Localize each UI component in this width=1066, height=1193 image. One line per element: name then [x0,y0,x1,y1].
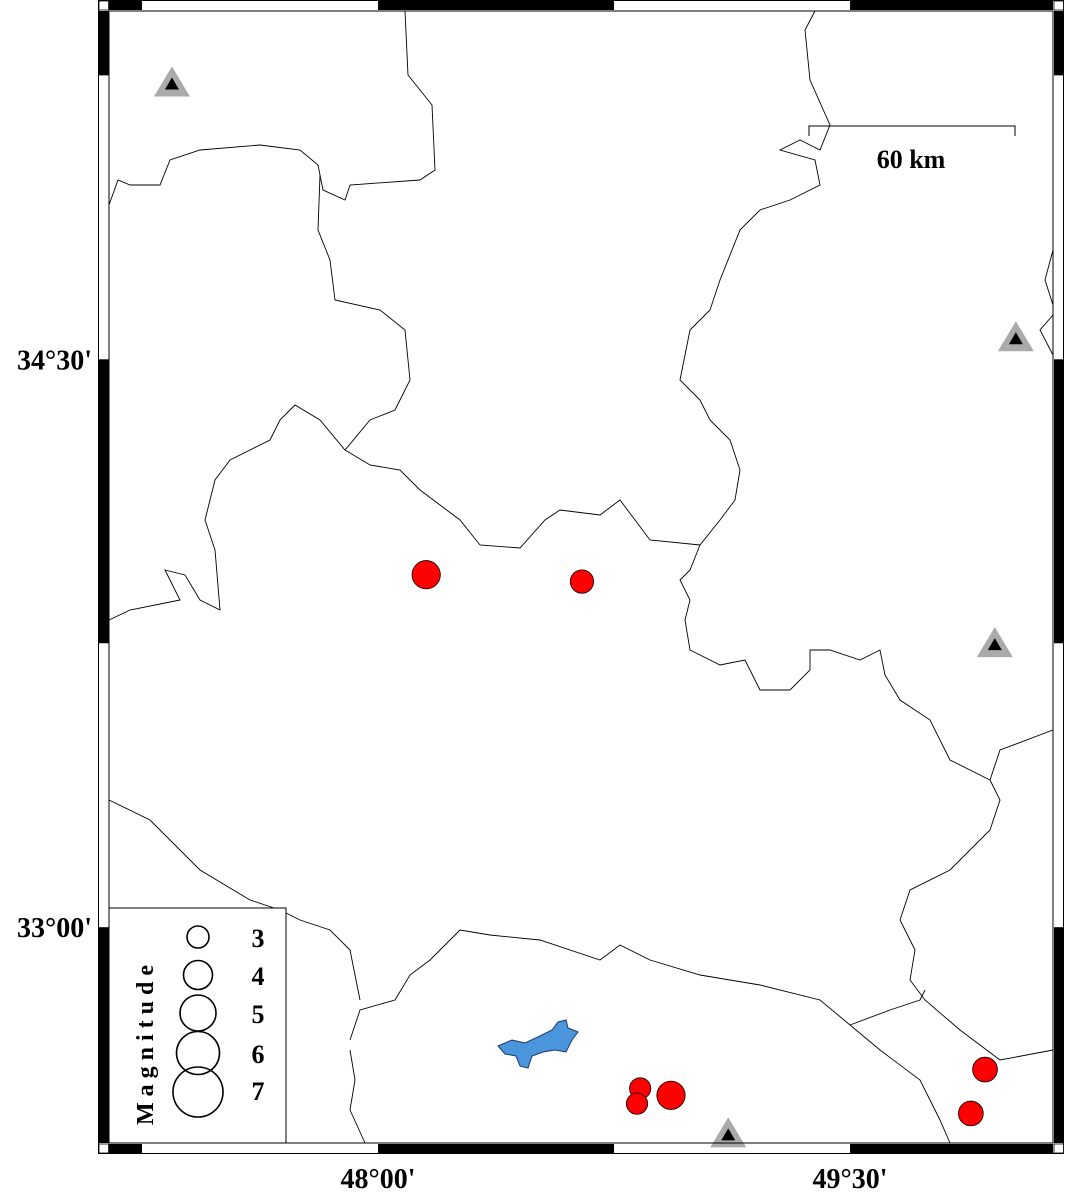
seismic-station [153,66,190,97]
stations-layer [153,66,1034,1148]
earthquake-event [958,1100,984,1127]
earthquake-event [972,1056,998,1083]
border-line [899,779,1054,1061]
frame-segment [99,11,109,76]
scale-bar-label: 60 km [877,145,946,174]
frame-segment [99,927,109,1143]
lat-tick-label: 34°30' [17,345,92,376]
lon-tick-label: 49°30' [813,1164,888,1193]
lake [497,1019,579,1069]
legend-label: 3 [252,924,265,953]
station-core-icon [987,638,1002,651]
station-core-icon [164,77,179,90]
coastline [349,929,951,1144]
magnitude-legend: Magnitude 3 4 5 6 7 [108,907,287,1144]
tick-labels: 48°00' 49°30' 34°30' 33°00' [17,345,888,1193]
legend-circle-icon [182,959,214,991]
frame-segment [850,1144,1053,1153]
legend-item: 7 [172,1066,265,1118]
border-line [1044,249,1054,306]
seismic-station [710,1117,747,1148]
legend-label: 5 [252,1000,265,1029]
frame-segment [850,1,1053,10]
earthquake-event [656,1080,686,1110]
legend-item: 4 [182,959,265,991]
earthquake-event [625,1092,649,1115]
province-borders [108,10,1054,1144]
legend-label: 4 [252,962,265,991]
legend-label: 6 [252,1040,265,1069]
legend-box [108,907,287,1144]
events-layer [411,560,998,1127]
border-line [108,10,436,206]
frame-segment [109,1144,143,1153]
legend-circle-icon [172,1066,224,1118]
seismic-station [997,321,1034,352]
lat-tick-label: 33°00' [17,913,92,944]
lon-tick-label: 48°00' [341,1164,416,1193]
border-line [679,544,1054,781]
frame-segment [109,1,143,10]
border-line [344,10,831,549]
scale-bar: 60 km [808,125,1016,174]
legend-circle-icon [186,925,210,949]
frame-segment [1054,11,1064,76]
legend-item: 6 [175,1030,265,1076]
border-line [108,174,411,621]
legend-label: 7 [252,1077,265,1106]
border-line [1039,314,1054,356]
legend-item: 3 [186,924,265,953]
scale-bar-line [808,125,1016,136]
frame-segment [1054,359,1064,644]
legend-circle-icon [175,1030,221,1076]
earthquake-event [569,569,595,594]
station-core-icon [721,1128,736,1141]
border-line [849,989,926,1026]
earthquake-event [411,560,441,590]
seismic-station [976,627,1013,658]
frame-segment [1054,927,1064,1143]
border-line [349,1049,366,1144]
frame-segment [99,359,109,644]
frame-segment [378,1,615,10]
station-core-icon [1008,332,1023,345]
frame-segment [378,1144,615,1153]
map-frame [98,0,1064,1154]
legend-title: Magnitude [133,959,159,1125]
